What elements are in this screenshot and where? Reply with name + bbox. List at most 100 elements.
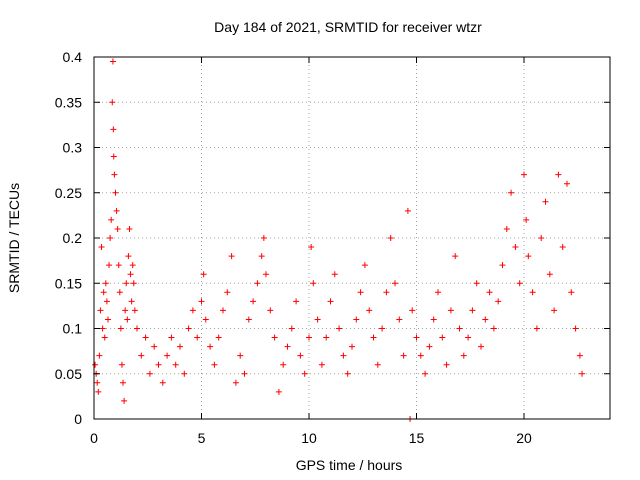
x-axis-label: GPS time / hours bbox=[296, 457, 403, 473]
data-point bbox=[200, 271, 207, 278]
y-tick-label: 0.4 bbox=[63, 49, 83, 65]
data-point bbox=[353, 316, 360, 323]
x-axis: 0 5 10 15 20 bbox=[90, 57, 532, 446]
data-point bbox=[109, 99, 116, 106]
data-point bbox=[447, 307, 454, 314]
data-point bbox=[293, 298, 300, 305]
data-point bbox=[124, 316, 131, 323]
data-point bbox=[361, 262, 368, 269]
data-point bbox=[443, 361, 450, 368]
data-point bbox=[245, 316, 252, 323]
y-tick-label: 0.15 bbox=[55, 275, 82, 291]
data-point bbox=[146, 370, 153, 377]
data-point bbox=[127, 271, 134, 278]
data-point bbox=[473, 280, 480, 287]
data-point bbox=[92, 361, 99, 368]
data-point bbox=[308, 244, 315, 251]
data-point bbox=[392, 280, 398, 287]
x-tick-label: 10 bbox=[301, 430, 317, 446]
data-point bbox=[267, 307, 274, 314]
data-point bbox=[460, 352, 467, 359]
data-point bbox=[198, 298, 205, 305]
data-point bbox=[413, 334, 420, 341]
data-point bbox=[142, 334, 149, 341]
data-point bbox=[572, 325, 579, 332]
data-point bbox=[107, 235, 114, 241]
data-point bbox=[327, 298, 334, 305]
data-point bbox=[114, 225, 121, 232]
data-point bbox=[409, 307, 416, 314]
data-point bbox=[220, 307, 226, 314]
y-tick-label: 0 bbox=[74, 411, 82, 427]
data-point bbox=[185, 325, 192, 332]
data-point bbox=[232, 379, 239, 386]
data-point bbox=[379, 325, 386, 332]
data-point bbox=[155, 361, 162, 368]
y-tick-label: 0.05 bbox=[55, 366, 82, 382]
data-point bbox=[478, 343, 484, 350]
data-point bbox=[129, 262, 136, 269]
plot-frame bbox=[93, 56, 611, 420]
data-point bbox=[349, 343, 355, 350]
data-point bbox=[456, 325, 463, 332]
x-tick-label: 5 bbox=[198, 430, 206, 446]
data-point bbox=[344, 370, 351, 377]
data-point bbox=[366, 307, 373, 314]
data-points bbox=[92, 58, 586, 422]
data-point bbox=[111, 171, 118, 178]
data-point bbox=[211, 361, 218, 368]
y-tick-label: 0.2 bbox=[63, 230, 83, 246]
data-point bbox=[215, 334, 222, 341]
data-point bbox=[108, 216, 115, 223]
data-point bbox=[106, 262, 113, 269]
data-point bbox=[138, 352, 145, 359]
data-point bbox=[564, 180, 570, 187]
data-point bbox=[546, 271, 553, 278]
x-tick-label: 0 bbox=[90, 430, 98, 446]
data-point bbox=[387, 235, 394, 241]
data-point bbox=[159, 379, 166, 386]
data-point bbox=[516, 280, 523, 287]
data-point bbox=[250, 298, 257, 305]
data-point bbox=[579, 370, 586, 377]
data-point bbox=[98, 244, 105, 251]
data-point bbox=[112, 189, 119, 196]
data-point bbox=[125, 253, 132, 260]
data-point bbox=[96, 352, 103, 359]
data-point bbox=[103, 298, 110, 305]
data-point bbox=[314, 316, 321, 323]
data-point bbox=[241, 370, 248, 377]
data-point bbox=[396, 316, 403, 323]
data-point bbox=[189, 307, 196, 314]
data-point bbox=[117, 325, 124, 332]
data-point bbox=[172, 361, 179, 368]
data-point bbox=[452, 253, 459, 260]
data-point bbox=[121, 397, 128, 404]
data-point bbox=[499, 262, 506, 269]
data-point bbox=[426, 343, 433, 350]
data-point bbox=[122, 307, 129, 314]
data-point bbox=[465, 334, 472, 341]
data-point bbox=[559, 244, 566, 251]
data-point bbox=[503, 225, 510, 232]
data-point bbox=[110, 153, 117, 160]
data-point bbox=[109, 58, 116, 65]
data-point bbox=[521, 171, 527, 178]
data-point bbox=[254, 280, 261, 287]
data-point bbox=[297, 352, 304, 359]
data-point bbox=[555, 171, 562, 178]
data-point bbox=[168, 334, 175, 341]
y-axis: 0 0.05 0.1 0.15 0.2 0.25 0.3 0.35 0.4 bbox=[55, 49, 610, 427]
x-tick-label: 15 bbox=[409, 430, 425, 446]
data-point bbox=[551, 307, 558, 314]
data-point bbox=[512, 244, 519, 251]
data-point bbox=[357, 289, 364, 296]
data-point bbox=[164, 352, 171, 359]
data-point bbox=[97, 307, 104, 314]
data-point bbox=[260, 235, 267, 241]
data-point bbox=[194, 334, 201, 341]
data-point bbox=[318, 361, 325, 368]
y-tick-label: 0.25 bbox=[55, 185, 82, 201]
data-point bbox=[275, 388, 282, 395]
